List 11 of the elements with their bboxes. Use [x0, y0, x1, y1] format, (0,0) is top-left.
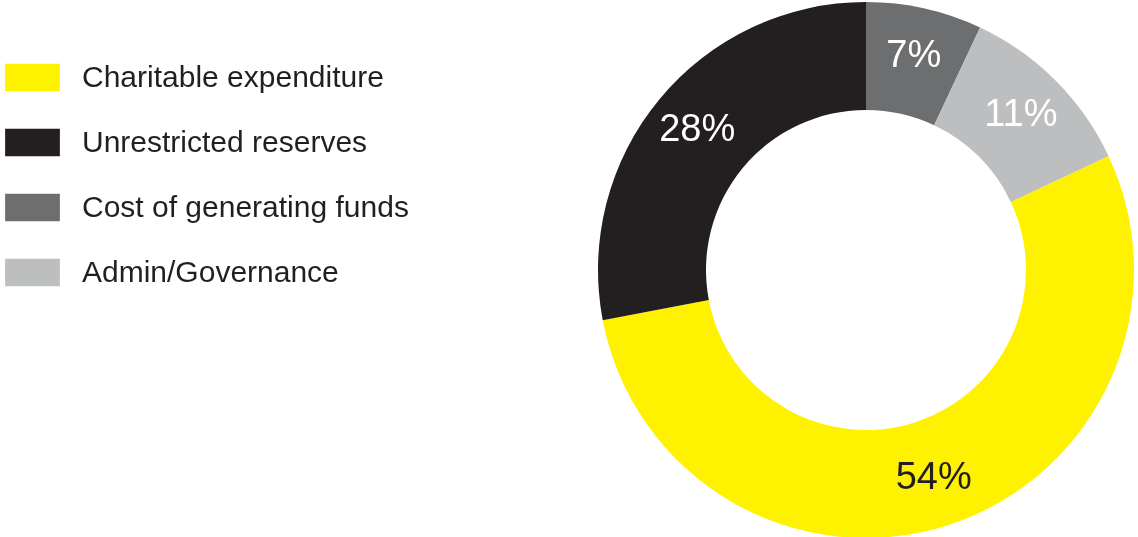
legend-label: Admin/Governance — [82, 254, 339, 288]
data-label: 28% — [659, 107, 736, 150]
donut-slice — [598, 2, 866, 321]
data-label: 11% — [984, 92, 1058, 135]
data-label: 54% — [895, 455, 972, 498]
legend-label: Cost of generating funds — [82, 189, 409, 223]
legend-label: Unrestricted reserves — [82, 124, 368, 158]
data-label: 7% — [886, 33, 942, 76]
donut-slice — [602, 155, 1134, 537]
legend-label: Charitable expenditure — [82, 59, 384, 93]
donut-slice — [866, 2, 981, 126]
